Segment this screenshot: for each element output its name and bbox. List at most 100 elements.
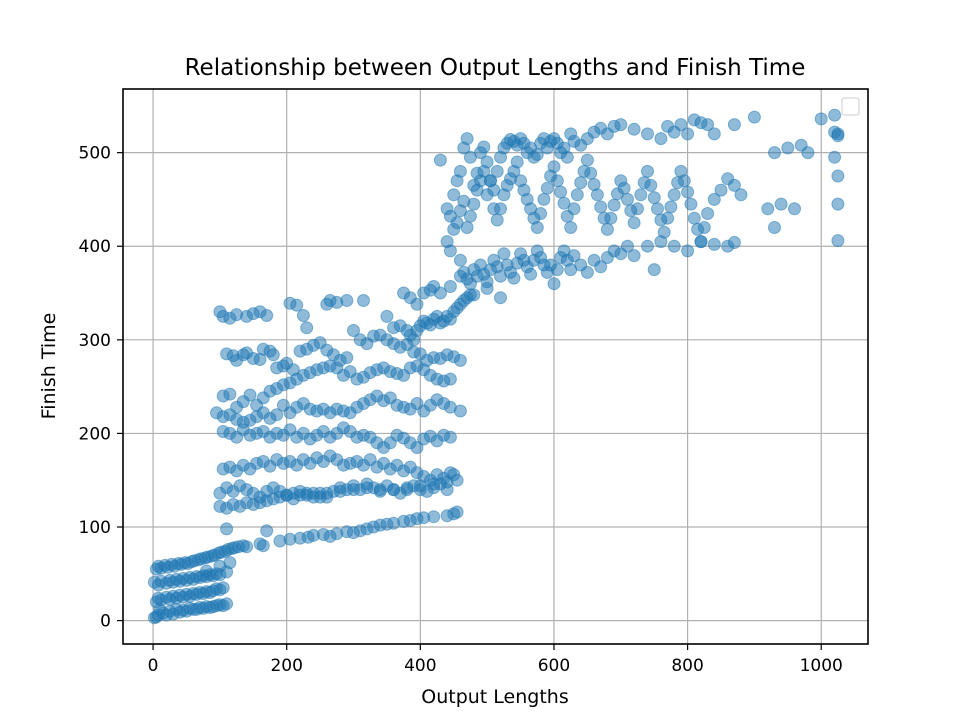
data-point	[463, 209, 477, 223]
data-point	[373, 484, 387, 498]
data-point	[453, 253, 467, 267]
data-point	[590, 188, 604, 202]
data-point	[427, 477, 441, 491]
data-point	[580, 265, 594, 279]
data-point	[747, 110, 761, 124]
data-point	[667, 188, 681, 202]
data-point	[694, 235, 708, 249]
data-point	[697, 221, 711, 234]
data-point	[560, 150, 574, 164]
data-point	[600, 222, 614, 236]
data-point	[677, 174, 691, 188]
data-point	[714, 183, 728, 197]
data-point	[627, 249, 641, 263]
data-point	[347, 324, 360, 337]
data-point	[524, 267, 538, 281]
data-point	[357, 294, 370, 307]
data-point	[547, 160, 561, 174]
data-point	[570, 188, 584, 202]
data-point	[641, 239, 654, 253]
data-point	[460, 132, 474, 146]
data-point	[270, 408, 284, 422]
grid-lines	[123, 89, 868, 644]
data-points	[147, 108, 845, 625]
data-point	[216, 581, 230, 595]
legend-box	[841, 97, 860, 116]
data-point	[681, 127, 695, 141]
data-point	[296, 309, 310, 322]
data-point	[831, 234, 845, 248]
data-point	[540, 181, 554, 195]
data-point	[768, 146, 781, 160]
data-point	[200, 564, 213, 578]
data-point	[664, 200, 678, 214]
data-point	[467, 288, 481, 302]
data-point	[240, 540, 254, 554]
data-point	[641, 127, 654, 141]
data-point	[681, 185, 695, 199]
data-point	[484, 174, 497, 188]
x-tick-label: 800	[671, 656, 703, 676]
data-point	[651, 202, 664, 216]
data-point	[550, 263, 564, 277]
data-point	[707, 127, 721, 141]
y-tick-label: 0	[100, 612, 111, 632]
data-point	[631, 202, 644, 216]
data-point	[707, 237, 721, 251]
data-point	[584, 166, 598, 180]
data-point	[413, 479, 427, 493]
data-point	[564, 221, 578, 234]
data-point	[467, 197, 481, 211]
data-point	[213, 559, 227, 573]
data-point	[614, 118, 628, 132]
x-tick-label: 600	[538, 656, 570, 676]
data-point	[788, 202, 801, 216]
x-tick-label: 400	[404, 656, 436, 676]
data-point	[828, 150, 842, 164]
data-point	[604, 211, 618, 225]
data-point	[580, 153, 594, 167]
data-point	[814, 112, 828, 126]
x-tick-label: 200	[270, 656, 302, 676]
data-point	[621, 192, 634, 206]
data-point	[340, 294, 354, 307]
data-point	[256, 539, 270, 553]
data-point	[627, 216, 641, 230]
data-point	[333, 484, 347, 498]
data-point	[768, 221, 781, 234]
data-point	[781, 141, 795, 155]
x-axis-label: Output Lengths	[421, 686, 568, 708]
data-point	[621, 239, 634, 253]
data-point	[427, 510, 441, 524]
data-point	[701, 118, 715, 132]
data-point	[447, 188, 461, 202]
data-point	[594, 260, 608, 274]
data-point	[477, 140, 491, 154]
data-point	[681, 244, 695, 258]
data-point	[490, 213, 504, 227]
data-point	[243, 388, 257, 402]
data-point	[774, 197, 788, 211]
data-point	[727, 178, 741, 192]
data-point	[460, 221, 474, 234]
data-point	[707, 192, 721, 206]
data-point	[547, 277, 561, 291]
data-point	[400, 481, 414, 495]
y-tick-label: 100	[79, 518, 111, 538]
axis-ticks: 0 200 400 600 800 1000 0 100 200 300 400 500	[79, 144, 843, 676]
data-point	[654, 132, 668, 146]
data-point	[453, 353, 467, 367]
y-tick-label: 300	[79, 331, 111, 351]
x-tick-label: 0	[148, 656, 159, 676]
data-point	[828, 125, 842, 139]
data-point	[360, 481, 374, 495]
data-point	[674, 118, 688, 132]
data-point	[223, 387, 237, 401]
data-point	[290, 298, 304, 312]
data-point	[607, 198, 621, 212]
data-point	[480, 281, 494, 295]
data-point	[557, 196, 571, 210]
data-point	[477, 164, 491, 178]
data-point	[727, 118, 741, 132]
data-point	[320, 486, 334, 500]
